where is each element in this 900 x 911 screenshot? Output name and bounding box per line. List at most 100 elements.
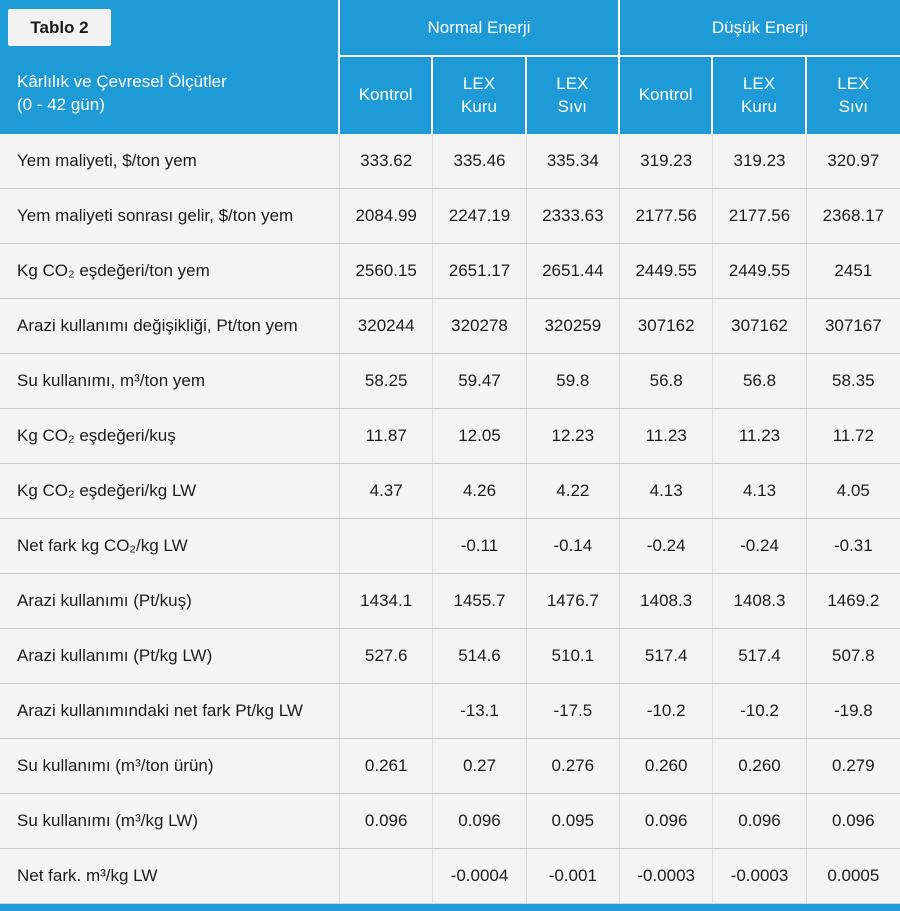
value-cell: 514.6 bbox=[433, 629, 527, 683]
value-cell: -19.8 bbox=[833, 701, 873, 720]
value-cell: 0.096 bbox=[433, 794, 527, 848]
value-cell: 4.13 bbox=[713, 464, 807, 518]
value-cell: -13.1 bbox=[433, 684, 527, 738]
value-cell: 320259 bbox=[527, 299, 620, 353]
value-cell: 307167 bbox=[824, 316, 882, 335]
value-cell: 11.23 bbox=[713, 409, 807, 463]
row-label: Net fark kg CO₂/kg LW bbox=[0, 519, 340, 573]
value-cell bbox=[340, 519, 434, 573]
table-tag: Tablo 2 bbox=[8, 9, 111, 46]
table-row: Net fark kg CO₂/kg LW -0.11 -0.14 -0.24 -0.2… bbox=[0, 519, 900, 574]
row-axis-title-line2: (0 - 42 gün) bbox=[17, 94, 105, 114]
value-cell: 56.8 bbox=[620, 354, 714, 408]
value-cell: 2449.55 bbox=[713, 244, 807, 298]
value-cell: 510.1 bbox=[527, 629, 620, 683]
table-row: Yem maliyeti, $/ton yem 333.62 335.46 335.3… bbox=[0, 134, 900, 189]
value-cell: 307162 bbox=[620, 299, 714, 353]
value-cell: 1469.2 bbox=[827, 591, 880, 610]
value-cell: 335.46 bbox=[433, 134, 527, 188]
column-header-kontrol-2: Kontrol bbox=[620, 57, 714, 134]
row-label: Kg CO₂ eşdeğeri/kuş bbox=[0, 409, 340, 463]
row-label: Su kullanımı (m³/ton ürün) bbox=[0, 739, 340, 793]
value-cell: 0.096 bbox=[340, 794, 434, 848]
table-row: Su kullanımı (m³/ton ürün) 0.261 0.27 0.276… bbox=[0, 739, 900, 794]
value-cell: 1408.3 bbox=[713, 574, 807, 628]
column-header-kontrol-1: Kontrol bbox=[340, 57, 434, 134]
value-cell: 0.279 bbox=[832, 756, 875, 775]
table-row: Su kullanımı (m³/kg LW) 0.096 0.096 0.095 0.… bbox=[0, 794, 900, 849]
row-label: Yem maliyeti sonrası gelir, $/ton yem bbox=[0, 189, 340, 243]
row-label: Kg CO₂ eşdeğeri/ton yem bbox=[0, 244, 340, 298]
value-cell: 2368.17 bbox=[822, 206, 885, 225]
value-cell: -0.0004 bbox=[433, 849, 527, 903]
value-cell: 4.05 bbox=[836, 481, 870, 500]
value-cell: 1434.1 bbox=[340, 574, 434, 628]
value-cell bbox=[340, 684, 434, 738]
row-axis-title: Kârlılık ve Çevresel Ölçütler (0 - 42 gü… bbox=[0, 71, 338, 134]
table-row: Arazi kullanımındaki net fark Pt/kg LW -1… bbox=[0, 684, 900, 739]
value-cell: 517.4 bbox=[620, 629, 714, 683]
value-cell: 56.8 bbox=[713, 354, 807, 408]
value-cell: -0.0003 bbox=[620, 849, 714, 903]
value-cell: 1408.3 bbox=[620, 574, 714, 628]
value-cell: 320278 bbox=[433, 299, 527, 353]
table-body: Yem maliyeti, $/ton yem 333.62 335.46 335.3… bbox=[0, 134, 900, 904]
column-group-dusuk-enerji: Düşük Enerji bbox=[620, 0, 900, 57]
value-cell: -0.0003 bbox=[713, 849, 807, 903]
value-cell: 319.23 bbox=[713, 134, 807, 188]
value-cell: 335.34 bbox=[527, 134, 620, 188]
value-cell: 1476.7 bbox=[527, 574, 620, 628]
value-cell: 0.0005 bbox=[827, 866, 880, 885]
value-cell: 4.13 bbox=[620, 464, 714, 518]
value-cell: 307162 bbox=[713, 299, 807, 353]
value-cell: 517.4 bbox=[713, 629, 807, 683]
bottom-accent-strip bbox=[0, 904, 900, 911]
row-label: Arazi kullanımı değişikliği, Pt/ton yem bbox=[0, 299, 340, 353]
value-cell: 1455.7 bbox=[433, 574, 527, 628]
row-label: Net fark. m³/kg LW bbox=[0, 849, 340, 903]
row-label: Arazi kullanımındaki net fark Pt/kg LW bbox=[0, 684, 340, 738]
value-cell: 59.8 bbox=[527, 354, 620, 408]
value-cell: -10.2 bbox=[620, 684, 714, 738]
column-header-lex-sivi-1: LEX Sıvı bbox=[527, 57, 620, 134]
row-label: Su kullanımı (m³/kg LW) bbox=[0, 794, 340, 848]
value-cell: 4.37 bbox=[340, 464, 434, 518]
table-header: Tablo 2 Kârlılık ve Çevresel Ölçütler (0… bbox=[0, 0, 900, 134]
value-cell: -0.14 bbox=[527, 519, 620, 573]
column-group-normal-enerji: Normal Enerji bbox=[340, 0, 620, 57]
value-cell: 58.35 bbox=[832, 371, 875, 390]
value-cell: 11.72 bbox=[832, 426, 874, 445]
value-cell: 2247.19 bbox=[433, 189, 527, 243]
value-cell: 320244 bbox=[340, 299, 434, 353]
value-cell: 2333.63 bbox=[527, 189, 620, 243]
value-cell: 319.23 bbox=[620, 134, 714, 188]
value-cell: -0.24 bbox=[620, 519, 714, 573]
value-cell: 11.23 bbox=[620, 409, 714, 463]
value-cell: 0.261 bbox=[340, 739, 434, 793]
value-cell bbox=[340, 849, 434, 903]
row-label: Yem maliyeti, $/ton yem bbox=[0, 134, 340, 188]
value-cell: 333.62 bbox=[340, 134, 434, 188]
table-row: Kg CO₂ eşdeğeri/kuş 11.87 12.05 12.23 11.23 1… bbox=[0, 409, 900, 464]
column-header-lex-kuru-2: LEX Kuru bbox=[713, 57, 807, 134]
column-header-lex-kuru-1: LEX Kuru bbox=[433, 57, 527, 134]
value-cell: 2177.56 bbox=[713, 189, 807, 243]
row-label: Su kullanımı, m³/ton yem bbox=[0, 354, 340, 408]
column-header-lex-sivi-2: LEX Sıvı bbox=[837, 74, 870, 116]
table-row: Kg CO₂ eşdeğeri/kg LW 4.37 4.26 4.22 4.13 4.1… bbox=[0, 464, 900, 519]
value-cell: -10.2 bbox=[713, 684, 807, 738]
value-cell: 0.260 bbox=[620, 739, 714, 793]
value-cell: -0.31 bbox=[833, 536, 873, 555]
header-corner: Tablo 2 Kârlılık ve Çevresel Ölçütler (0… bbox=[0, 0, 340, 134]
value-cell: 12.23 bbox=[527, 409, 620, 463]
value-cell: 11.87 bbox=[340, 409, 434, 463]
value-cell: 0.27 bbox=[433, 739, 527, 793]
value-cell: 507.8 bbox=[832, 646, 875, 665]
value-cell: 0.276 bbox=[527, 739, 620, 793]
value-cell: -0.001 bbox=[527, 849, 620, 903]
value-cell: 59.47 bbox=[433, 354, 527, 408]
value-cell: 0.260 bbox=[713, 739, 807, 793]
value-cell: 2084.99 bbox=[340, 189, 434, 243]
value-cell: 2451 bbox=[834, 261, 873, 280]
